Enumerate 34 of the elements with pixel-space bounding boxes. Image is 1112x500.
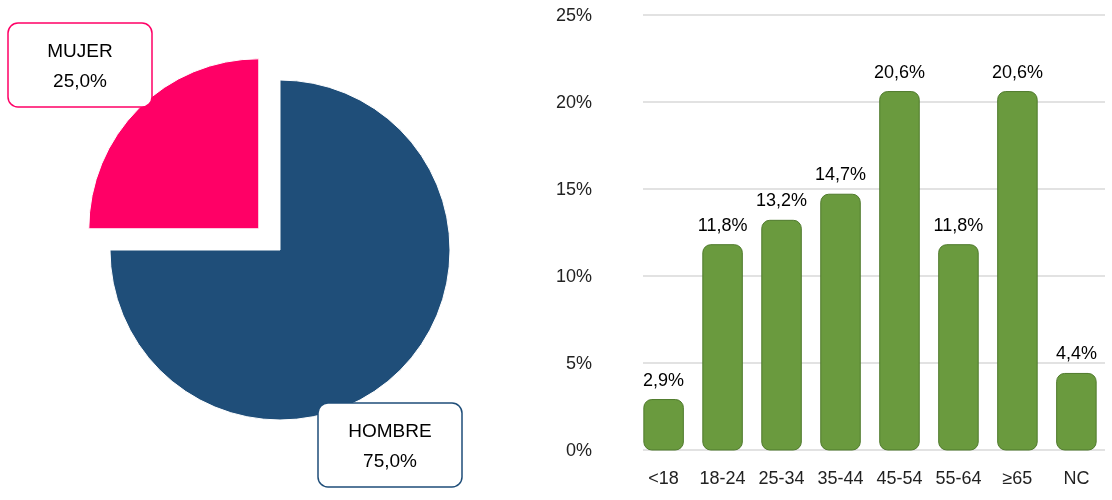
x-tick-label: 18-24 [699, 467, 746, 488]
bar [643, 399, 684, 451]
x-tick-label: 25-34 [758, 467, 805, 488]
data-label: 2,9% [643, 369, 685, 390]
y-tick-label: 15% [555, 179, 592, 200]
data-label: 13,2% [756, 190, 808, 211]
x-tick-label: 55-64 [935, 467, 982, 488]
slice-label: MUJER [47, 40, 113, 61]
data-label: 20,6% [873, 61, 926, 82]
data-label: 20,6% [991, 61, 1043, 82]
data-label: 11,8% [933, 214, 984, 235]
bar [702, 244, 743, 451]
data-label: 14,7% [814, 164, 867, 185]
x-tick-label: NC [1063, 467, 1090, 488]
y-tick-label: 0% [565, 440, 592, 461]
data-label: 11,8% [697, 214, 748, 235]
y-tick-label: 25% [555, 5, 592, 26]
bar [997, 91, 1038, 451]
data-label: 4,4% [1055, 343, 1097, 364]
bar [820, 193, 861, 451]
x-tick-label: 45-54 [876, 467, 923, 488]
bar [761, 219, 802, 451]
bar [1056, 372, 1097, 451]
y-tick-label: 20% [555, 92, 592, 113]
bar [938, 244, 979, 451]
y-tick-label: 5% [565, 353, 592, 374]
x-tick-label: <18 [648, 467, 679, 488]
x-tick-label: 35-44 [817, 467, 864, 488]
bar [879, 91, 920, 451]
data-label: 75,0% [363, 450, 418, 471]
x-tick-label: ≥65 [1002, 467, 1033, 488]
slice-label: HOMBRE [348, 420, 432, 441]
data-label: 25,0% [53, 70, 108, 91]
y-tick-label: 10% [555, 266, 592, 287]
